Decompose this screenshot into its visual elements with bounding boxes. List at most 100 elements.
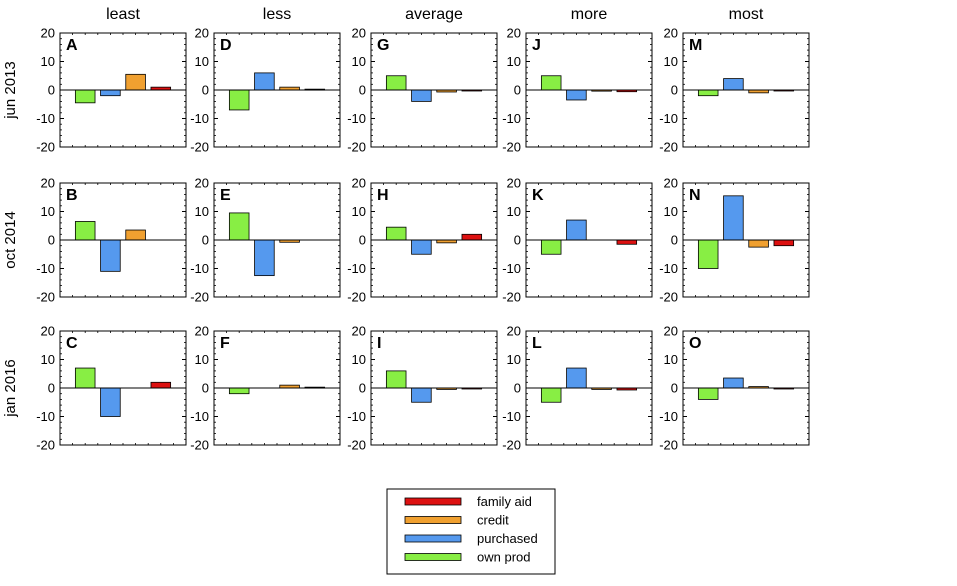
- y-tick-label: -20: [36, 438, 55, 453]
- legend-swatch-purchased: [404, 534, 462, 543]
- panel-letter: C: [66, 335, 78, 352]
- y-tick-label: 0: [671, 83, 678, 98]
- panel-letter: F: [220, 335, 230, 352]
- panel-letter: H: [377, 187, 389, 204]
- y-tick-label: 10: [664, 54, 678, 69]
- y-tick-label: 20: [664, 26, 678, 41]
- y-tick-label: 20: [195, 176, 209, 191]
- bar-purchased: [566, 89, 587, 101]
- y-tick-label: -10: [190, 409, 209, 424]
- bar-credit: [748, 239, 769, 248]
- y-tick-label: -20: [36, 140, 55, 155]
- y-tick-label: -20: [36, 290, 55, 305]
- bar-purchased: [254, 72, 275, 91]
- y-tick-label: 0: [359, 381, 366, 396]
- y-tick-label: 10: [507, 204, 521, 219]
- y-tick-label: -10: [347, 111, 366, 126]
- y-tick-label: 10: [195, 54, 209, 69]
- y-tick-label: 10: [41, 54, 55, 69]
- bar-own-prod: [697, 387, 719, 400]
- y-tick-label: 0: [48, 83, 55, 98]
- y-tick-label: 20: [41, 26, 55, 41]
- panel-letter: E: [220, 187, 231, 204]
- y-tick-label: 20: [195, 324, 209, 339]
- y-tick-label: -10: [659, 261, 678, 276]
- panel-letter: I: [377, 335, 381, 352]
- y-tick-label: 20: [664, 324, 678, 339]
- y-tick-label: 10: [352, 204, 366, 219]
- bar-family-aid: [773, 239, 795, 247]
- y-tick-label: -20: [190, 438, 209, 453]
- y-tick-label: 0: [359, 83, 366, 98]
- bar-family-aid: [616, 239, 638, 245]
- y-tick-label: -10: [347, 409, 366, 424]
- y-tick-label: 20: [507, 176, 521, 191]
- bar-own-prod: [385, 75, 407, 91]
- y-tick-label: -20: [659, 290, 678, 305]
- y-tick-label: -20: [190, 290, 209, 305]
- panel-letter: M: [689, 37, 702, 54]
- legend-label: credit: [477, 513, 509, 528]
- bar-own-prod: [74, 221, 96, 241]
- legend-label: family aid: [477, 494, 532, 509]
- y-tick-label: 0: [48, 381, 55, 396]
- y-tick-label: 0: [514, 233, 521, 248]
- y-tick-label: 20: [507, 26, 521, 41]
- y-tick-label: 0: [202, 381, 209, 396]
- bar-own-prod: [228, 212, 250, 241]
- y-tick-label: 10: [352, 54, 366, 69]
- y-tick-label: 0: [514, 83, 521, 98]
- bar-own-prod: [540, 387, 562, 403]
- y-tick-label: -10: [659, 409, 678, 424]
- bar-credit: [125, 229, 146, 241]
- y-tick-label: -20: [502, 290, 521, 305]
- bar-family-aid: [150, 381, 172, 389]
- y-tick-label: 10: [195, 352, 209, 367]
- y-tick-label: 0: [514, 381, 521, 396]
- panel-letter: J: [532, 37, 541, 54]
- y-tick-label: 10: [41, 204, 55, 219]
- bar-purchased: [411, 239, 432, 255]
- y-tick-label: -20: [502, 438, 521, 453]
- bar-purchased: [411, 387, 432, 403]
- y-tick-label: -10: [502, 409, 521, 424]
- y-tick-label: -20: [190, 140, 209, 155]
- y-tick-label: 10: [195, 204, 209, 219]
- y-tick-label: 0: [48, 233, 55, 248]
- y-tick-label: 0: [359, 233, 366, 248]
- row-title: jan 2016: [2, 359, 19, 418]
- bar-own-prod: [228, 89, 250, 111]
- y-tick-label: 20: [664, 176, 678, 191]
- bar-purchased: [100, 239, 121, 272]
- bar-purchased: [254, 239, 275, 277]
- y-tick-label: -20: [347, 438, 366, 453]
- bar-credit: [125, 73, 146, 91]
- y-tick-label: 0: [202, 233, 209, 248]
- y-tick-label: -10: [36, 409, 55, 424]
- panel-letter: G: [377, 37, 389, 54]
- y-tick-label: 20: [507, 324, 521, 339]
- row-title: jun 2013: [2, 61, 19, 120]
- panel-letter: L: [532, 335, 542, 352]
- y-tick-label: -20: [502, 140, 521, 155]
- y-tick-label: 20: [352, 26, 366, 41]
- panel-letter: K: [532, 187, 544, 204]
- legend-swatch-credit: [404, 516, 462, 524]
- bar-own-prod: [74, 89, 96, 104]
- y-tick-label: -10: [347, 261, 366, 276]
- y-tick-label: -10: [502, 261, 521, 276]
- column-title: least: [106, 6, 140, 23]
- bar-purchased: [723, 78, 744, 91]
- panel-letter: D: [220, 37, 232, 54]
- panel-letter: N: [689, 187, 701, 204]
- bar-own-prod: [697, 239, 719, 269]
- y-tick-label: 10: [507, 54, 521, 69]
- y-tick-label: -20: [347, 140, 366, 155]
- bar-own-prod: [540, 75, 562, 91]
- bar-family-aid: [461, 233, 483, 241]
- legend-swatch-family-aid: [404, 497, 462, 506]
- y-tick-label: -10: [659, 111, 678, 126]
- y-tick-label: 20: [195, 26, 209, 41]
- y-tick-label: 10: [664, 204, 678, 219]
- bar-purchased: [723, 377, 744, 389]
